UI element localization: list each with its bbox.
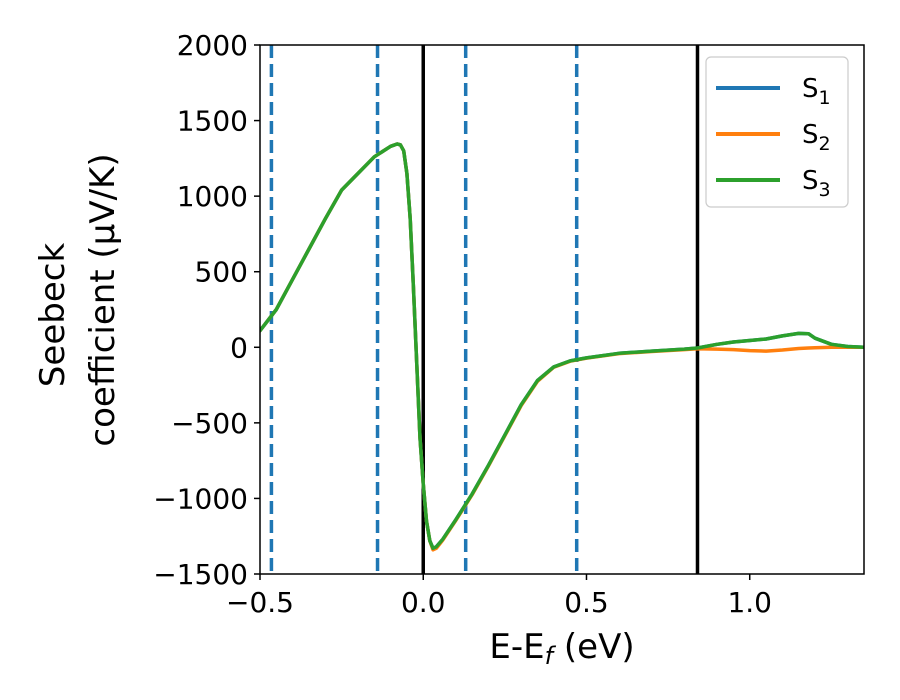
x-tick-label: 0.0: [401, 586, 446, 619]
legend-label-S1: S1: [802, 74, 831, 109]
plot-frame: [259, 44, 865, 575]
legend-label-main: S: [802, 120, 819, 150]
legend-label-main: S: [802, 74, 819, 104]
y-tick-label: 1000: [177, 180, 248, 213]
y-axis-label-line2: coefficient (μV/K): [83, 153, 123, 446]
x-tick-label: 1.0: [727, 586, 772, 619]
y-tick-label: −1500: [153, 558, 248, 591]
y-axis-label-line1: Seebeck: [33, 243, 73, 388]
legend-label-sub: 2: [819, 133, 831, 155]
x-tick-label: −0.5: [226, 586, 294, 619]
legend-label-sub: 1: [819, 87, 831, 109]
x-axis-label: E-Ef (eV): [489, 627, 634, 670]
x-axis-ticks: −0.5 0.0 0.5 1.0: [226, 574, 772, 619]
x-axis-label-main: E-E: [489, 627, 544, 667]
x-axis-label-unit: (eV): [553, 627, 635, 667]
legend-label-sub: 3: [819, 179, 831, 201]
y-tick-label: 0: [230, 331, 248, 364]
legend-label-main: S: [802, 166, 819, 196]
y-tick-label: −500: [171, 407, 248, 440]
series-lines: [260, 142, 864, 552]
y-tick-label: −1000: [153, 482, 248, 515]
legend-label-S3: S3: [802, 166, 831, 201]
series-line-S3: [260, 142, 864, 551]
y-axis-label: Seebeck coefficient (μV/K): [33, 153, 123, 446]
y-tick-label: 500: [195, 256, 248, 289]
x-tick-label: 0.5: [564, 586, 609, 619]
legend-label-S2: S2: [802, 120, 831, 155]
y-tick-label: 2000: [177, 29, 248, 62]
y-tick-label: 1500: [177, 105, 248, 138]
y-axis-ticks: −1500 −1000 −500 0 500 1000 1500 2000: [153, 29, 260, 591]
